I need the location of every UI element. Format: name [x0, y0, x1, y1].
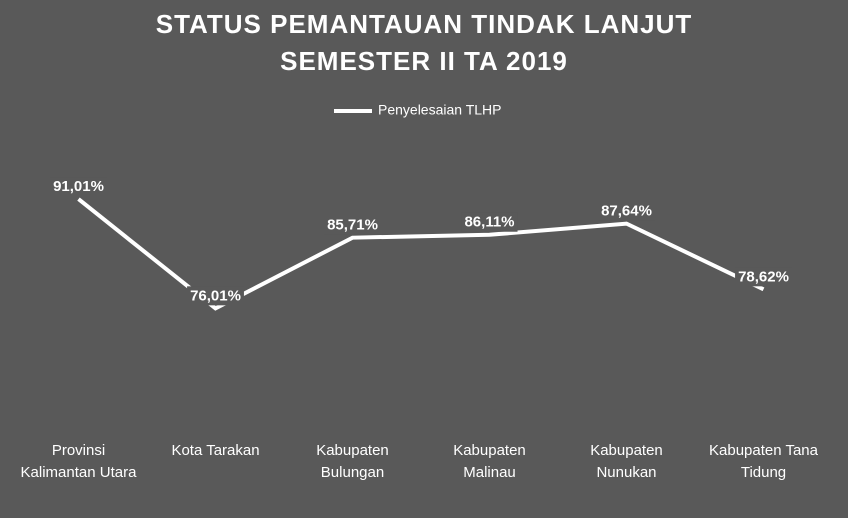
data-label: 91,01%: [53, 178, 104, 195]
data-label: 78,62%: [738, 268, 789, 285]
label-bg: [324, 215, 381, 235]
x-tick-label: Kabupaten Bulungan: [316, 442, 389, 481]
label-bg: [187, 286, 244, 306]
x-tick-label: Kabupaten Tana Tidung: [709, 442, 818, 481]
x-tick-label: Kabupaten Malinau: [453, 442, 526, 481]
x-tick-label: Kabupaten Nunukan: [590, 442, 663, 481]
x-tick-label: Provinsi Kalimantan Utara: [20, 442, 137, 481]
label-bg: [461, 212, 518, 232]
chart-title: STATUS PEMANTAUAN TINDAK LANJUT: [156, 9, 693, 39]
data-line: [77, 197, 765, 311]
label-bg: [598, 201, 655, 221]
data-label: 85,71%: [327, 217, 378, 234]
legend-label: Penyelesaian TLHP: [378, 102, 501, 118]
data-label: 76,01%: [190, 287, 241, 304]
data-label: 86,11%: [464, 214, 514, 231]
label-bg: [50, 177, 107, 197]
label-bg: [735, 267, 792, 287]
data-label: 87,64%: [601, 203, 652, 220]
chart-title: SEMESTER II TA 2019: [280, 46, 568, 76]
x-tick-label: Kota Tarakan: [171, 442, 260, 459]
